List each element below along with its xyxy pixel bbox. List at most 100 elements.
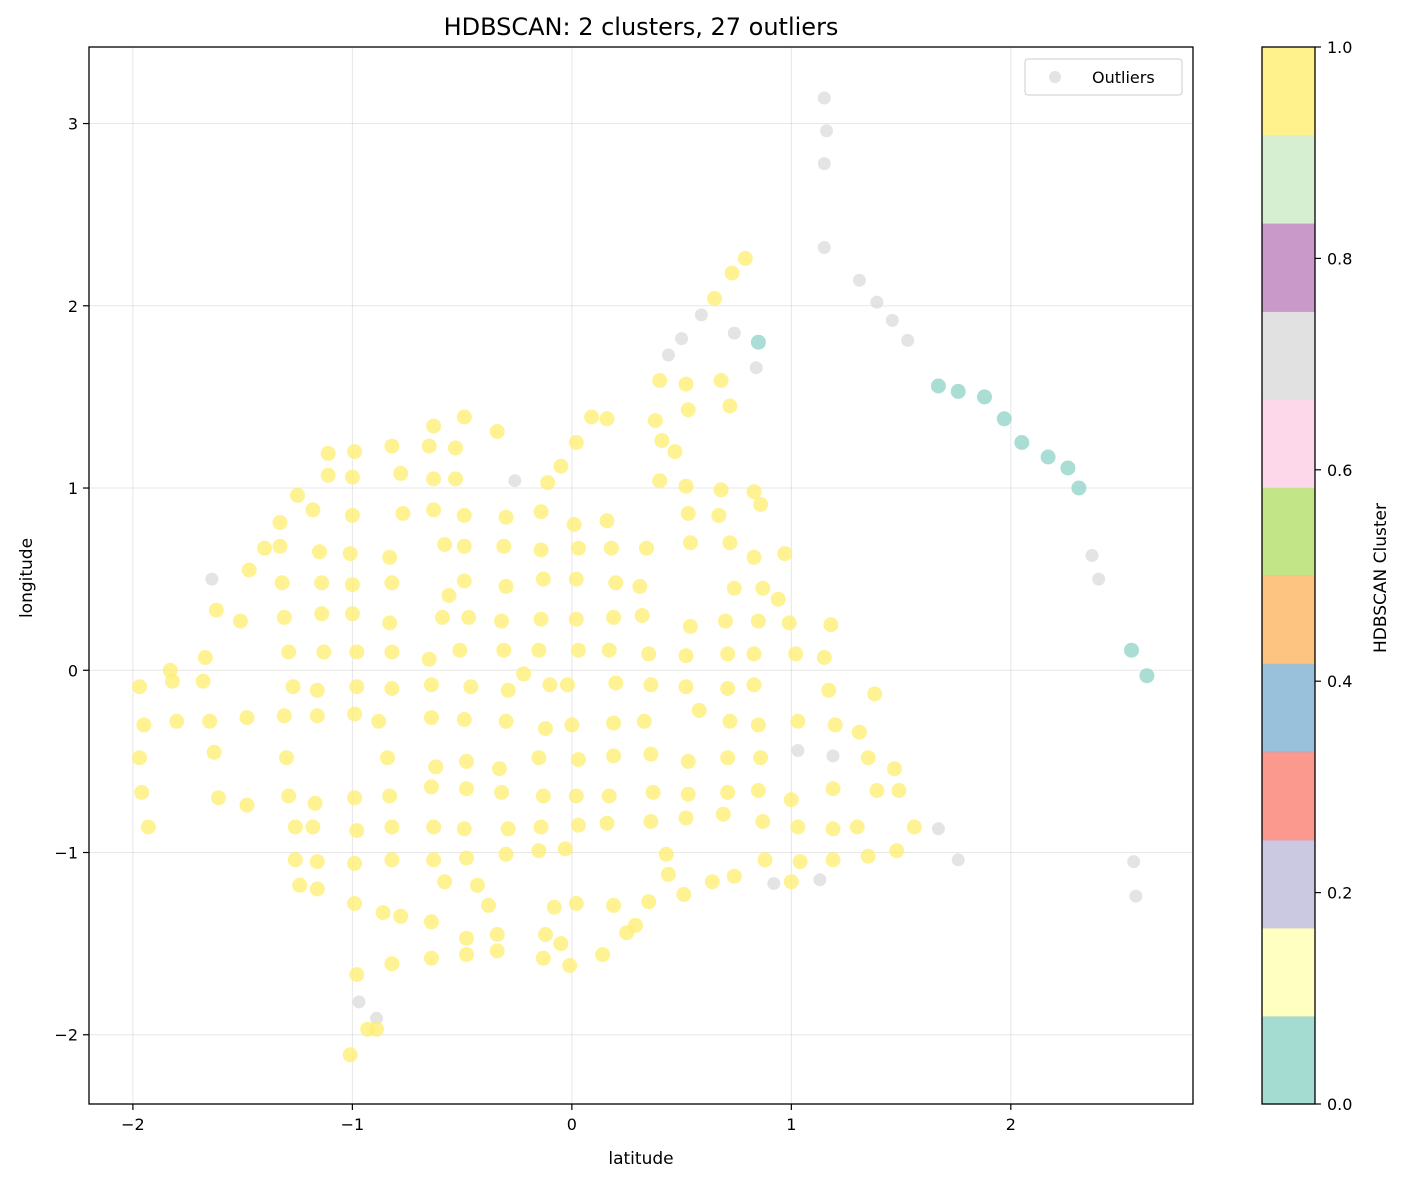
cluster-point: [347, 855, 363, 871]
cluster-point: [287, 852, 303, 868]
y-axis-label: longitude: [17, 538, 37, 618]
cluster-point: [643, 746, 659, 762]
x-tick-label: 0: [567, 1115, 577, 1134]
cluster-point: [906, 819, 922, 835]
cluster-point: [645, 784, 661, 800]
cluster-point: [570, 540, 586, 556]
cluster-point: [860, 750, 876, 766]
cluster-point: [316, 644, 332, 660]
cluster-point: [382, 788, 398, 804]
cluster-point: [546, 899, 562, 915]
cluster-point: [682, 619, 698, 634]
cluster-point: [393, 465, 409, 481]
outlier-point: [931, 822, 945, 836]
cluster-point: [434, 609, 450, 625]
cluster-point: [134, 784, 150, 800]
cluster-point: [753, 750, 769, 766]
cluster-point: [132, 679, 147, 695]
cluster-point: [531, 750, 547, 766]
cluster-point: [384, 852, 400, 868]
cluster-point: [384, 438, 400, 454]
cluster-point: [680, 753, 696, 769]
cluster-point: [395, 506, 411, 521]
cluster-point: [891, 783, 907, 798]
cluster-point: [384, 956, 400, 972]
cluster-point: [599, 411, 615, 427]
cluster-point: [720, 784, 736, 800]
cluster-point: [562, 958, 578, 973]
cluster-point: [647, 413, 663, 429]
cluster-point: [208, 602, 224, 618]
cluster-point: [320, 445, 336, 461]
cluster-point: [384, 575, 400, 591]
colorbar-segment: [1262, 663, 1315, 753]
cluster-point: [553, 936, 569, 952]
cluster-point: [753, 496, 769, 512]
cluster-point: [380, 750, 395, 766]
cluster-point: [643, 814, 659, 829]
cluster-point: [678, 679, 694, 695]
cluster-point: [750, 613, 766, 629]
cluster-point: [538, 927, 553, 942]
cluster-point: [211, 790, 226, 806]
outlier-point: [817, 157, 831, 171]
cluster-point: [680, 402, 696, 418]
cluster-point: [197, 650, 213, 665]
cluster-point: [498, 846, 514, 862]
cluster-point: [349, 679, 365, 695]
cluster-point: [489, 943, 505, 959]
cluster-point: [456, 712, 472, 727]
cluster-point: [783, 792, 799, 808]
colorbar-tick-label: 0.0: [1327, 1095, 1352, 1114]
cluster-point: [1124, 642, 1139, 658]
cluster-point: [272, 515, 288, 531]
cluster-point: [382, 615, 398, 631]
cluster-point: [428, 759, 444, 775]
cluster-point: [375, 905, 391, 921]
cluster-point: [851, 724, 867, 740]
cluster-point: [713, 373, 729, 388]
cluster-point: [632, 578, 648, 594]
cluster-point: [312, 544, 327, 560]
outlier-point: [352, 995, 366, 1009]
cluster-point: [660, 866, 676, 882]
y-tick-label: 1: [68, 479, 78, 498]
outlier-point: [901, 333, 915, 347]
chart-title: HDBSCAN: 2 clusters, 27 outliers: [444, 13, 839, 41]
colorbar-segment: [1262, 135, 1315, 224]
outlier-point: [1129, 889, 1143, 903]
cluster-point: [349, 823, 365, 839]
cluster-point: [570, 642, 586, 658]
cluster-point: [849, 819, 865, 835]
cluster-point: [382, 549, 398, 565]
cluster-point: [1040, 449, 1056, 465]
cluster-point: [496, 538, 512, 554]
cluster-point: [347, 896, 363, 911]
cluster-point: [827, 717, 843, 733]
cluster-point: [603, 540, 619, 556]
colorbar-label: HDBSCAN Cluster: [1371, 503, 1391, 653]
cluster-point: [533, 611, 549, 627]
cluster-point: [239, 797, 255, 813]
outlier-point: [1127, 855, 1141, 869]
colorbar-tick-label: 0.6: [1327, 461, 1352, 480]
cluster-point: [777, 546, 793, 562]
cluster-point: [722, 535, 738, 551]
cluster-point: [652, 373, 668, 388]
cluster-point: [437, 537, 453, 552]
cluster-point: [344, 507, 360, 523]
cluster-point: [652, 473, 668, 489]
outlier-point: [817, 91, 831, 105]
scatter-points: [132, 91, 1155, 1063]
cluster-point: [426, 471, 442, 487]
cluster-point: [770, 591, 786, 607]
cluster-point: [755, 580, 771, 596]
colorbar-segment: [1262, 751, 1315, 841]
cluster-point: [285, 679, 301, 695]
cluster-point: [825, 852, 841, 868]
outlier-point: [870, 295, 884, 309]
cluster-point: [272, 538, 288, 554]
cluster-point: [722, 713, 738, 729]
cluster-point: [241, 562, 257, 578]
